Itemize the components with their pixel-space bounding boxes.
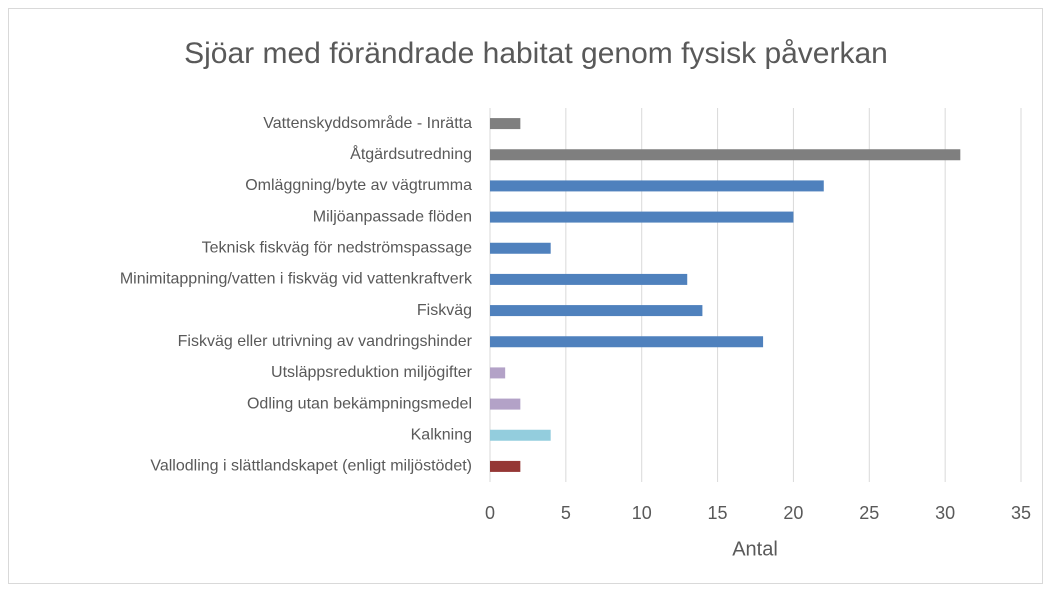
x-tick-label: 20: [783, 503, 803, 523]
y-tick-label: Utsläppsreduktion miljögifter: [271, 364, 473, 381]
y-tick-label: Åtgärdsutredning: [350, 144, 472, 163]
bar: [490, 180, 824, 192]
x-tick-label: 15: [708, 503, 728, 523]
chart-title: Sjöar med förändrade habitat genom fysis…: [184, 37, 888, 70]
y-tick-label: Miljöanpassade flöden: [313, 208, 472, 225]
y-tick-label: Teknisk fiskväg för nedströmspassage: [202, 239, 472, 256]
bar: [490, 305, 703, 317]
y-tick-label: Vattenskyddsområde - Inrätta: [263, 114, 472, 132]
bar: [490, 367, 506, 379]
x-tick-label: 35: [1011, 503, 1031, 523]
bar: [490, 398, 521, 410]
bar: [490, 211, 794, 223]
bar: [490, 460, 521, 472]
y-tick-label: Omläggning/byte av vägtrumma: [245, 177, 472, 194]
x-tick-label: 0: [485, 503, 495, 523]
x-tick-label: 25: [859, 503, 879, 523]
x-tick-label: 5: [561, 503, 571, 523]
bar: [490, 149, 961, 161]
y-tick-label: Fiskväg: [417, 302, 472, 319]
x-tick-label: 30: [935, 503, 955, 523]
y-tick-label: Vallodling i slättlandskapet (enligt mil…: [150, 458, 472, 475]
bar: [490, 429, 551, 441]
bar: [490, 273, 688, 285]
bar: [490, 336, 764, 348]
bar: [490, 118, 521, 130]
x-axis-label: Antal: [732, 538, 778, 560]
chart-border: [8, 8, 1043, 584]
bar: [490, 242, 551, 254]
y-tick-label: Fiskväg eller utrivning av vandringshind…: [178, 333, 473, 350]
x-tick-label: 10: [632, 503, 652, 523]
y-tick-label: Kalkning: [411, 426, 472, 443]
y-tick-label: Minimitappning/vatten i fiskväg vid vatt…: [120, 271, 473, 288]
y-tick-label: Odling utan bekämpningsmedel: [247, 395, 472, 412]
